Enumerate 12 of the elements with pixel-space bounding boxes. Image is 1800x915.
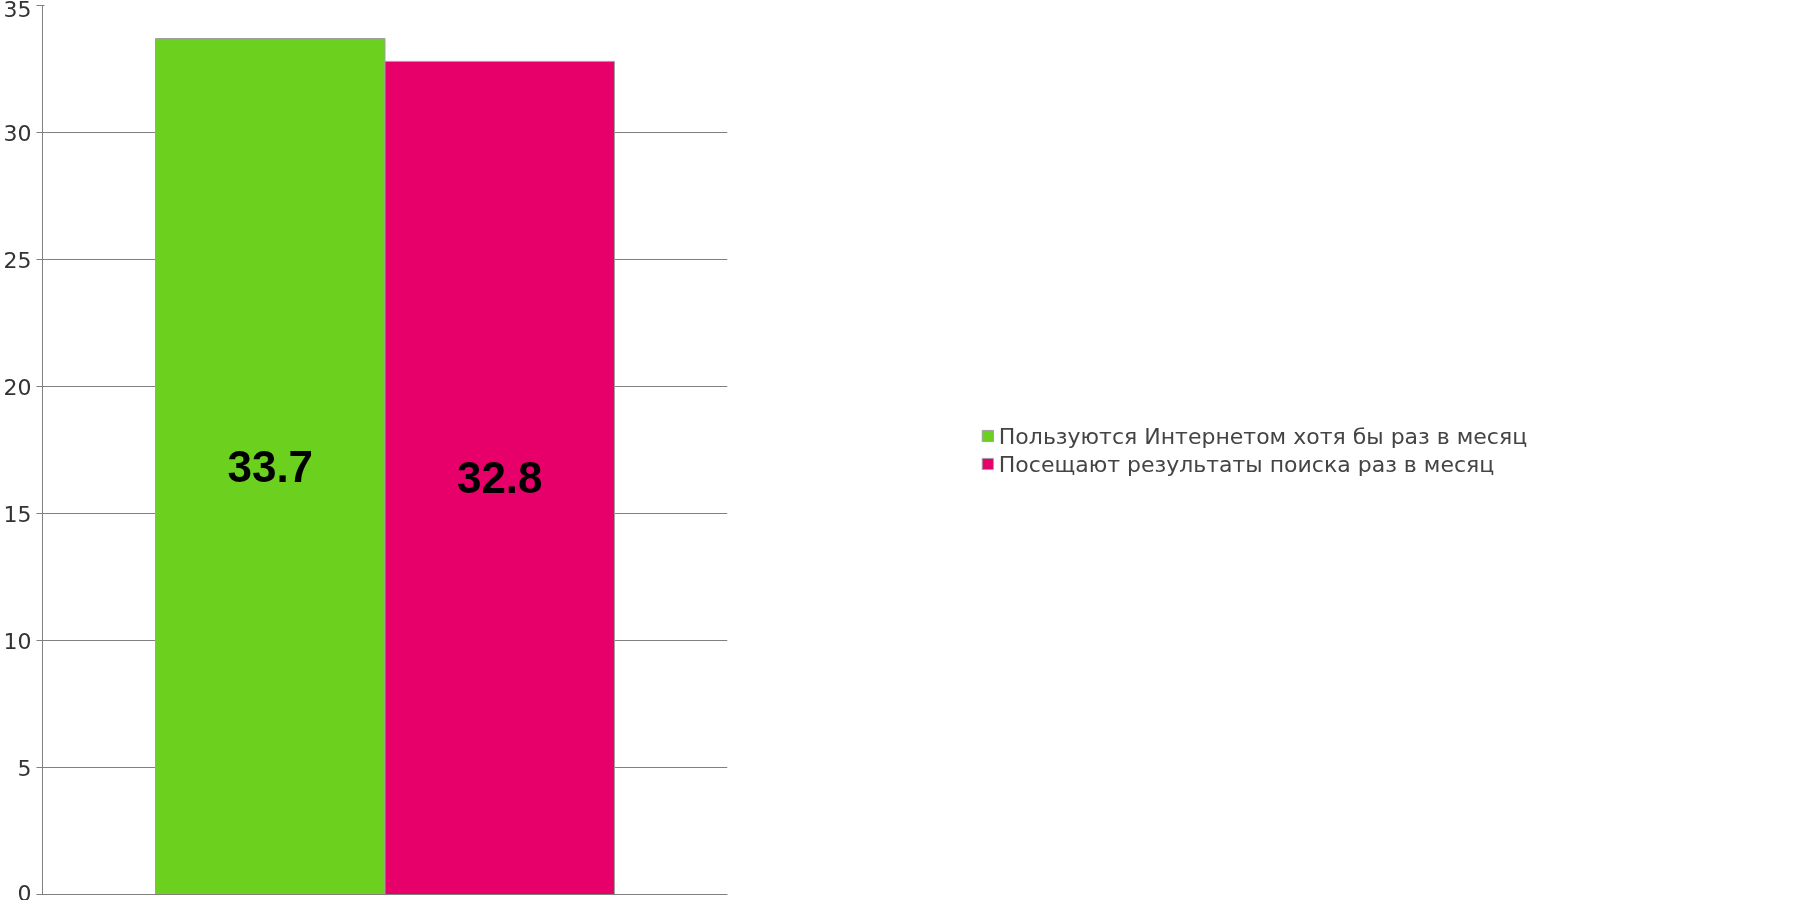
y-tick-label: 15	[3, 501, 32, 527]
y-tick-label: 5	[17, 755, 32, 781]
y-tick-label: 30	[3, 120, 32, 146]
y-tick-label: 10	[3, 628, 32, 654]
legend-label: Пользуются Интернетом хотя бы раз в месяц	[998, 423, 1528, 448]
data-label: 32.8	[456, 453, 543, 503]
legend-label: Посещают результаты поиска раз в месяц	[998, 451, 1495, 476]
y-tick-label: 25	[3, 247, 32, 273]
y-tick-label: 20	[3, 374, 32, 400]
y-tick-label: 0	[17, 880, 32, 906]
data-label: 33.7	[227, 442, 314, 492]
y-tick-label: 35	[3, 0, 32, 22]
